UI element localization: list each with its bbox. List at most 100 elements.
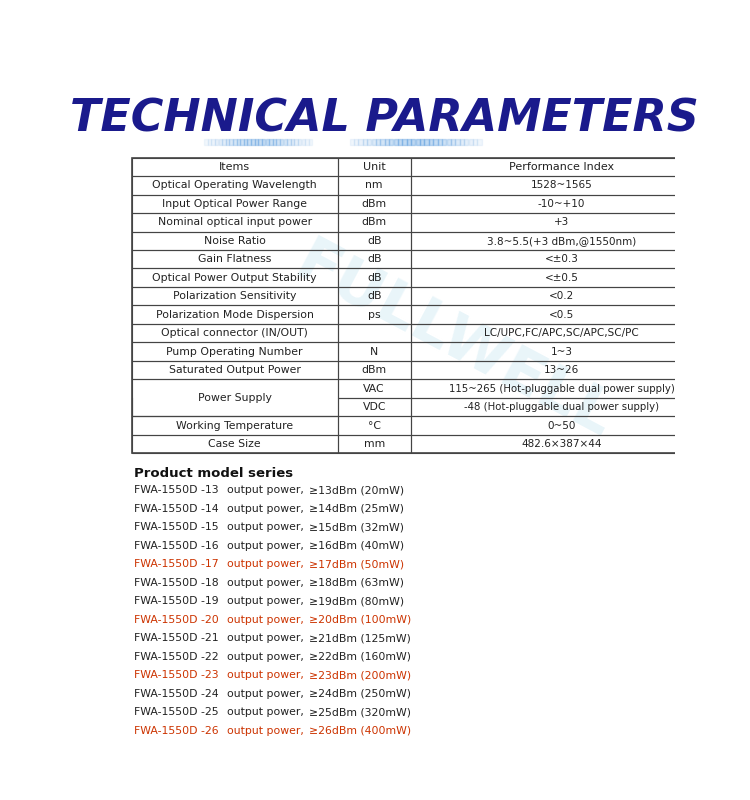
Bar	[358, 138, 362, 145]
Text: ≥18dBm (63mW): ≥18dBm (63mW)	[309, 578, 404, 588]
Bar	[398, 138, 402, 145]
Bar	[389, 138, 394, 145]
Bar	[350, 138, 354, 145]
Text: <±0.3: <±0.3	[544, 254, 578, 264]
Text: dBm: dBm	[362, 365, 387, 375]
Text: dB: dB	[367, 291, 382, 302]
Text: Polarization Mode Dispersion: Polarization Mode Dispersion	[156, 310, 314, 320]
Bar	[215, 138, 218, 145]
Bar	[451, 138, 455, 145]
Bar	[410, 416, 712, 435]
Bar	[131, 361, 338, 379]
Bar	[233, 138, 236, 145]
Bar	[262, 138, 266, 145]
Bar	[208, 138, 212, 145]
Bar	[298, 138, 302, 145]
Text: output power,: output power,	[227, 614, 304, 625]
Bar	[338, 176, 410, 194]
Text: -48 (Hot-pluggable dual power supply): -48 (Hot-pluggable dual power supply)	[464, 402, 659, 412]
Bar	[305, 138, 309, 145]
Bar	[338, 231, 410, 250]
Text: Items: Items	[219, 162, 251, 172]
Text: dB: dB	[367, 254, 382, 264]
Text: FWA-1550D -24: FWA-1550D -24	[134, 689, 219, 698]
Bar	[338, 213, 410, 231]
Text: ≥15dBm (32mW): ≥15dBm (32mW)	[309, 522, 404, 532]
Bar	[131, 213, 338, 231]
Text: FULLWELL: FULLWELL	[285, 234, 623, 451]
Text: FWA-1550D -17: FWA-1550D -17	[134, 559, 219, 570]
Bar	[385, 138, 389, 145]
Bar	[211, 138, 215, 145]
Bar	[302, 138, 305, 145]
Bar	[131, 379, 338, 416]
Bar	[410, 194, 712, 213]
Text: FWA-1550D -21: FWA-1550D -21	[134, 633, 219, 643]
Text: output power,: output power,	[227, 726, 304, 735]
Text: FWA-1550D -19: FWA-1550D -19	[134, 596, 219, 606]
Bar	[338, 158, 410, 176]
Bar	[438, 138, 442, 145]
Bar	[380, 138, 385, 145]
Text: FWA-1550D -20: FWA-1550D -20	[134, 614, 219, 625]
Text: output power,: output power,	[227, 596, 304, 606]
Bar	[338, 398, 410, 416]
Bar	[410, 361, 712, 379]
Bar	[460, 138, 464, 145]
Text: TECHNICAL PARAMETERS: TECHNICAL PARAMETERS	[70, 98, 699, 141]
Bar	[230, 138, 233, 145]
Bar	[433, 138, 437, 145]
Bar	[403, 138, 406, 145]
Text: ≥21dBm (125mW): ≥21dBm (125mW)	[309, 633, 411, 643]
Bar	[338, 416, 410, 435]
Text: dBm: dBm	[362, 218, 387, 227]
Bar	[406, 138, 411, 145]
Text: <±0.5: <±0.5	[544, 273, 578, 282]
Text: dB: dB	[367, 273, 382, 282]
Text: +3: +3	[554, 218, 569, 227]
Text: FWA-1550D -22: FWA-1550D -22	[134, 652, 219, 662]
Bar	[455, 138, 460, 145]
Text: output power,: output power,	[227, 652, 304, 662]
Text: Input Optical Power Range: Input Optical Power Range	[162, 199, 308, 209]
Text: °C: °C	[368, 421, 381, 430]
Bar	[131, 306, 338, 324]
Bar	[338, 269, 410, 287]
Bar	[248, 138, 251, 145]
Text: Product model series: Product model series	[134, 467, 293, 480]
Bar	[368, 138, 371, 145]
Bar	[131, 435, 338, 454]
Text: Saturated Output Power: Saturated Output Power	[169, 365, 301, 375]
Bar	[338, 194, 410, 213]
Bar	[131, 269, 338, 287]
Text: Optical Operating Wavelength: Optical Operating Wavelength	[152, 180, 317, 190]
Bar	[464, 138, 469, 145]
Bar	[420, 138, 424, 145]
Text: ≥25dBm (320mW): ≥25dBm (320mW)	[309, 707, 411, 717]
Text: FWA-1550D -16: FWA-1550D -16	[134, 541, 219, 550]
Bar	[338, 435, 410, 454]
Text: ≥26dBm (400mW): ≥26dBm (400mW)	[309, 726, 411, 735]
Text: 0~50: 0~50	[548, 421, 576, 430]
Text: LC/UPC,FC/APC,SC/APC,SC/PC: LC/UPC,FC/APC,SC/APC,SC/PC	[484, 328, 639, 338]
Bar	[416, 138, 420, 145]
Bar	[410, 231, 712, 250]
Bar	[410, 342, 712, 361]
Text: Working Temperature: Working Temperature	[176, 421, 293, 430]
Bar	[410, 158, 712, 176]
Text: ≥22dBm (160mW): ≥22dBm (160mW)	[309, 652, 411, 662]
Text: ≥13dBm (20mW): ≥13dBm (20mW)	[309, 486, 404, 495]
Bar	[244, 138, 248, 145]
Bar	[410, 379, 712, 398]
Text: FWA-1550D -25: FWA-1550D -25	[134, 707, 219, 717]
Bar	[273, 138, 276, 145]
Bar	[131, 287, 338, 306]
Bar	[429, 138, 433, 145]
Text: ≥20dBm (100mW): ≥20dBm (100mW)	[309, 614, 411, 625]
Bar	[295, 138, 298, 145]
Bar	[410, 398, 712, 416]
Text: output power,: output power,	[227, 689, 304, 698]
Text: 1~3: 1~3	[550, 346, 573, 357]
Text: Optical connector (IN/OUT): Optical connector (IN/OUT)	[161, 328, 308, 338]
Bar	[338, 287, 410, 306]
